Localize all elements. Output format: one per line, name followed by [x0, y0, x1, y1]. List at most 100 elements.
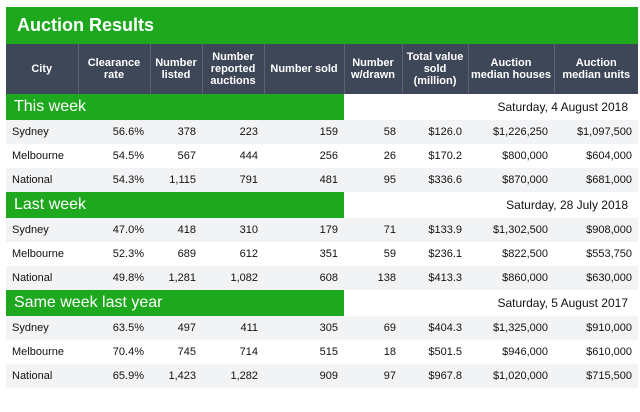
section-name: Same week last year — [6, 290, 344, 316]
value-cell: $946,000 — [468, 340, 554, 364]
value-cell: 179 — [264, 218, 344, 242]
value-cell: $1,097,500 — [554, 120, 638, 144]
city-cell: Melbourne — [6, 340, 78, 364]
value-cell: $170.2 — [402, 144, 468, 168]
value-cell: 97 — [344, 364, 402, 388]
column-header: Number reported auctions — [201, 44, 264, 94]
value-cell: 95 — [344, 168, 402, 192]
value-cell: 58 — [344, 120, 402, 144]
value-cell: $870,000 — [468, 168, 554, 192]
value-cell: 305 — [264, 316, 344, 340]
value-cell: 59 — [344, 242, 402, 266]
value-cell: $681,000 — [554, 168, 638, 192]
table-row: National 65.9% 1,423 1,282 909 97 $967.8 $1,020… — [6, 364, 638, 388]
value-cell: $967.8 — [402, 364, 468, 388]
value-cell: 481 — [264, 168, 344, 192]
column-header: City — [6, 44, 78, 94]
value-cell: 1,281 — [150, 266, 202, 290]
value-cell: 909 — [264, 364, 344, 388]
value-cell: 1,423 — [150, 364, 202, 388]
value-cell: 567 — [150, 144, 202, 168]
value-cell: 497 — [150, 316, 202, 340]
value-cell: 256 — [264, 144, 344, 168]
value-cell: $604,000 — [554, 144, 638, 168]
city-cell: National — [6, 266, 78, 290]
section-name: This week — [6, 94, 344, 120]
value-cell: 378 — [150, 120, 202, 144]
section-name: Last week — [6, 192, 344, 218]
value-cell: 515 — [264, 340, 344, 364]
table-row: National 54.3% 1,115 791 481 95 $336.6 $870,000… — [6, 168, 638, 192]
section-header: This week Saturday, 4 August 2018 — [6, 94, 638, 120]
column-header: Number sold — [263, 44, 344, 94]
column-header: Total value sold (million) — [401, 44, 468, 94]
value-cell: $501.5 — [402, 340, 468, 364]
section-date: Saturday, 28 July 2018 — [506, 198, 628, 212]
value-cell: $860,000 — [468, 266, 554, 290]
value-cell: 411 — [202, 316, 264, 340]
value-cell: $553,750 — [554, 242, 638, 266]
table-row: Sydney 56.6% 378 223 159 58 $126.0 $1,226,250 $1… — [6, 120, 638, 144]
city-cell: National — [6, 364, 78, 388]
value-cell: 1,082 — [202, 266, 264, 290]
value-cell: 49.8% — [78, 266, 150, 290]
value-cell: $236.1 — [402, 242, 468, 266]
city-cell: National — [6, 168, 78, 192]
table-row: Melbourne 54.5% 567 444 256 26 $170.2 $800,000 $… — [6, 144, 638, 168]
value-cell: $1,226,250 — [468, 120, 554, 144]
value-cell: 65.9% — [78, 364, 150, 388]
column-header: Number listed — [149, 44, 202, 94]
value-cell: 310 — [202, 218, 264, 242]
value-cell: $1,302,500 — [468, 218, 554, 242]
value-cell: 18 — [344, 340, 402, 364]
value-cell: $1,325,000 — [468, 316, 554, 340]
value-cell: $800,000 — [468, 144, 554, 168]
table-row: Melbourne 52.3% 689 612 351 59 $236.1 $822,500 $… — [6, 242, 638, 266]
column-header: Number w/drawn — [343, 44, 402, 94]
table-body: This week Saturday, 4 August 2018 Sydney 56… — [6, 94, 638, 388]
table-row: National 49.8% 1,281 1,082 608 138 $413.3 $860,… — [6, 266, 638, 290]
value-cell: $404.3 — [402, 316, 468, 340]
table-row: Sydney 63.5% 497 411 305 69 $404.3 $1,325,000 $9… — [6, 316, 638, 340]
city-cell: Melbourne — [6, 242, 78, 266]
section-header: Same week last year Saturday, 5 August 20… — [6, 290, 638, 316]
header-row: City Clearance rate Number listed Number re… — [6, 44, 638, 94]
value-cell: 26 — [344, 144, 402, 168]
section-date: Saturday, 4 August 2018 — [497, 100, 628, 114]
city-cell: Sydney — [6, 120, 78, 144]
column-header: Auction median houses — [467, 44, 554, 94]
value-cell: $908,000 — [554, 218, 638, 242]
value-cell: $133.9 — [402, 218, 468, 242]
title-bar: Auction Results — [6, 7, 638, 44]
value-cell: $413.3 — [402, 266, 468, 290]
value-cell: 351 — [264, 242, 344, 266]
value-cell: 714 — [202, 340, 264, 364]
table-row: Sydney 47.0% 418 310 179 71 $133.9 $1,302,500 $9… — [6, 218, 638, 242]
value-cell: 608 — [264, 266, 344, 290]
value-cell: 63.5% — [78, 316, 150, 340]
results-table: City Clearance rate Number listed Number re… — [6, 44, 638, 388]
section-date: Saturday, 5 August 2017 — [497, 296, 628, 310]
value-cell: 71 — [344, 218, 402, 242]
value-cell: 56.6% — [78, 120, 150, 144]
value-cell: $336.6 — [402, 168, 468, 192]
value-cell: 47.0% — [78, 218, 150, 242]
value-cell: 223 — [202, 120, 264, 144]
value-cell: 1,282 — [202, 364, 264, 388]
page-title: Auction Results — [17, 15, 155, 35]
value-cell: 54.3% — [78, 168, 150, 192]
table-row: Melbourne 70.4% 745 714 515 18 $501.5 $946,000 $… — [6, 340, 638, 364]
value-cell: $126.0 — [402, 120, 468, 144]
value-cell: 612 — [202, 242, 264, 266]
column-header: Auction median units — [553, 44, 638, 94]
value-cell: 69 — [344, 316, 402, 340]
value-cell: 70.4% — [78, 340, 150, 364]
value-cell: 52.3% — [78, 242, 150, 266]
value-cell: 138 — [344, 266, 402, 290]
value-cell: $822,500 — [468, 242, 554, 266]
value-cell: 54.5% — [78, 144, 150, 168]
city-cell: Melbourne — [6, 144, 78, 168]
value-cell: $1,020,000 — [468, 364, 554, 388]
column-header: Clearance rate — [77, 44, 150, 94]
auction-results-panel: Auction Results City Clearance rate Number… — [6, 7, 638, 388]
